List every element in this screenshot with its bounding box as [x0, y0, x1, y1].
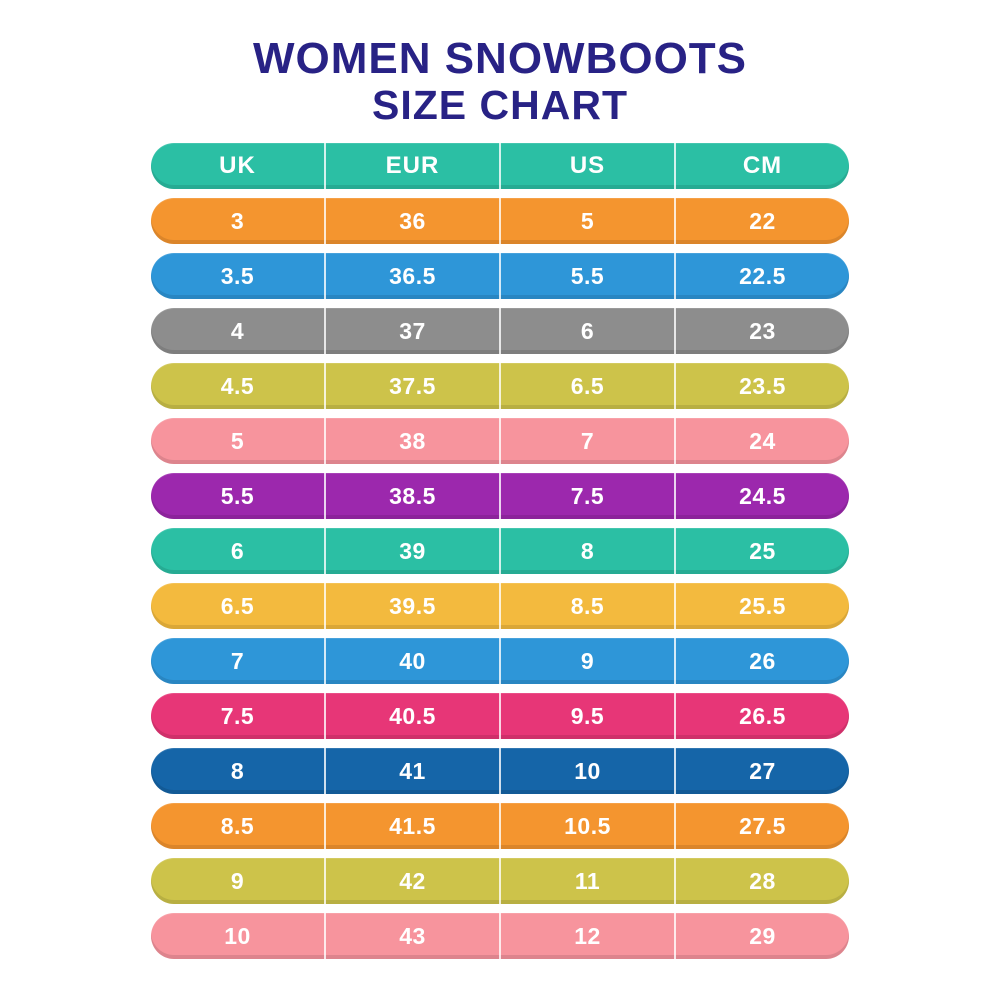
- header-cell-cm: CM: [674, 143, 849, 190]
- size-cell-eur: 36: [324, 198, 499, 245]
- size-cell-cm: 25: [674, 528, 849, 575]
- size-cell-eur: 38: [324, 418, 499, 465]
- table-row: 3.5 36.5 5.5 22.5: [151, 253, 849, 300]
- table-row: 5 38 7 24: [151, 418, 849, 465]
- size-cell-uk: 5: [230, 427, 245, 454]
- size-cell-cm: 26.5: [674, 693, 849, 740]
- size-cell-cm: 27.5: [674, 803, 849, 850]
- size-cell-uk: 5.5: [220, 482, 255, 509]
- size-cell-us: 10.5: [499, 803, 674, 850]
- table-row: 7 40 9 26: [151, 638, 849, 685]
- size-cell-eur: 39.5: [324, 583, 499, 630]
- size-cell-uk: 3: [230, 207, 245, 234]
- size-cell-eur: 40: [324, 638, 499, 685]
- size-cell-eur: 43: [324, 913, 499, 960]
- size-cell-us: 5: [499, 198, 674, 245]
- size-cell-cm: 29: [674, 913, 849, 960]
- size-cell-us: 12: [499, 913, 674, 960]
- size-cell-uk: 10: [224, 922, 251, 949]
- table-row: 5.5 38.5 7.5 24.5: [151, 473, 849, 520]
- size-cell-cm: 25.5: [674, 583, 849, 630]
- size-cell-cm: 23.5: [674, 363, 849, 410]
- table-row: 6.5 39.5 8.5 25.5: [151, 583, 849, 630]
- size-cell-cm: 24: [674, 418, 849, 465]
- size-cell-cm: 22.5: [674, 253, 849, 300]
- size-cell-cm: 22: [674, 198, 849, 245]
- size-cell-eur: 38.5: [324, 473, 499, 520]
- size-cell-uk: 6.5: [220, 592, 255, 619]
- size-cell-us: 6.5: [499, 363, 674, 410]
- size-cell-us: 9.5: [499, 693, 674, 740]
- table-row: 4.5 37.5 6.5 23.5: [151, 363, 849, 410]
- table-row: 3 36 5 22: [151, 198, 849, 245]
- size-cell-uk: 4.5: [220, 372, 255, 399]
- size-cell-uk: 9: [230, 867, 245, 894]
- size-cell-us: 8.5: [499, 583, 674, 630]
- title-line-1: WOMEN SNOWBOOTS: [252, 34, 748, 83]
- size-cell-us: 9: [499, 638, 674, 685]
- title-line-2: SIZE CHART: [372, 82, 628, 129]
- size-cell-uk: 8.5: [220, 812, 255, 839]
- size-cell-cm: 26: [674, 638, 849, 685]
- size-chart-table: UK EUR US CM 3 36 5 22 3.5 36.5 5.5 22.5…: [151, 143, 849, 960]
- size-cell-eur: 42: [324, 858, 499, 905]
- size-cell-cm: 27: [674, 748, 849, 795]
- size-cell-eur: 41: [324, 748, 499, 795]
- size-cell-uk: 6: [230, 537, 245, 564]
- size-cell-uk: 7: [230, 647, 245, 674]
- table-row: 7.5 40.5 9.5 26.5: [151, 693, 849, 740]
- size-cell-cm: 23: [674, 308, 849, 355]
- size-cell-eur: 40.5: [324, 693, 499, 740]
- size-cell-eur: 37.5: [324, 363, 499, 410]
- size-cell-uk: 4: [230, 317, 245, 344]
- table-row: 10 43 12 29: [151, 913, 849, 960]
- size-cell-us: 7: [499, 418, 674, 465]
- size-cell-eur: 39: [324, 528, 499, 575]
- size-cell-us: 10: [499, 748, 674, 795]
- table-row: 9 42 11 28: [151, 858, 849, 905]
- header-cell-us: US: [499, 143, 674, 190]
- table-header-row: UK EUR US CM: [151, 143, 849, 190]
- size-cell-uk: 3.5: [220, 262, 255, 289]
- table-row: 4 37 6 23: [151, 308, 849, 355]
- size-cell-uk: 7.5: [220, 702, 255, 729]
- table-row: 8 41 10 27: [151, 748, 849, 795]
- size-cell-us: 8: [499, 528, 674, 575]
- size-cell-eur: 41.5: [324, 803, 499, 850]
- size-cell-eur: 37: [324, 308, 499, 355]
- size-cell-us: 6: [499, 308, 674, 355]
- size-cell-uk: 8: [230, 757, 245, 784]
- size-cell-cm: 28: [674, 858, 849, 905]
- size-cell-us: 11: [499, 858, 674, 905]
- size-cell-eur: 36.5: [324, 253, 499, 300]
- size-cell-cm: 24.5: [674, 473, 849, 520]
- header-cell-eur: EUR: [324, 143, 499, 190]
- header-cell-uk: UK: [219, 152, 256, 180]
- table-row: 6 39 8 25: [151, 528, 849, 575]
- size-cell-us: 5.5: [499, 253, 674, 300]
- table-row: 8.5 41.5 10.5 27.5: [151, 803, 849, 850]
- size-cell-us: 7.5: [499, 473, 674, 520]
- page-title: WOMEN SNOWBOOTS SIZE CHART: [0, 0, 1000, 129]
